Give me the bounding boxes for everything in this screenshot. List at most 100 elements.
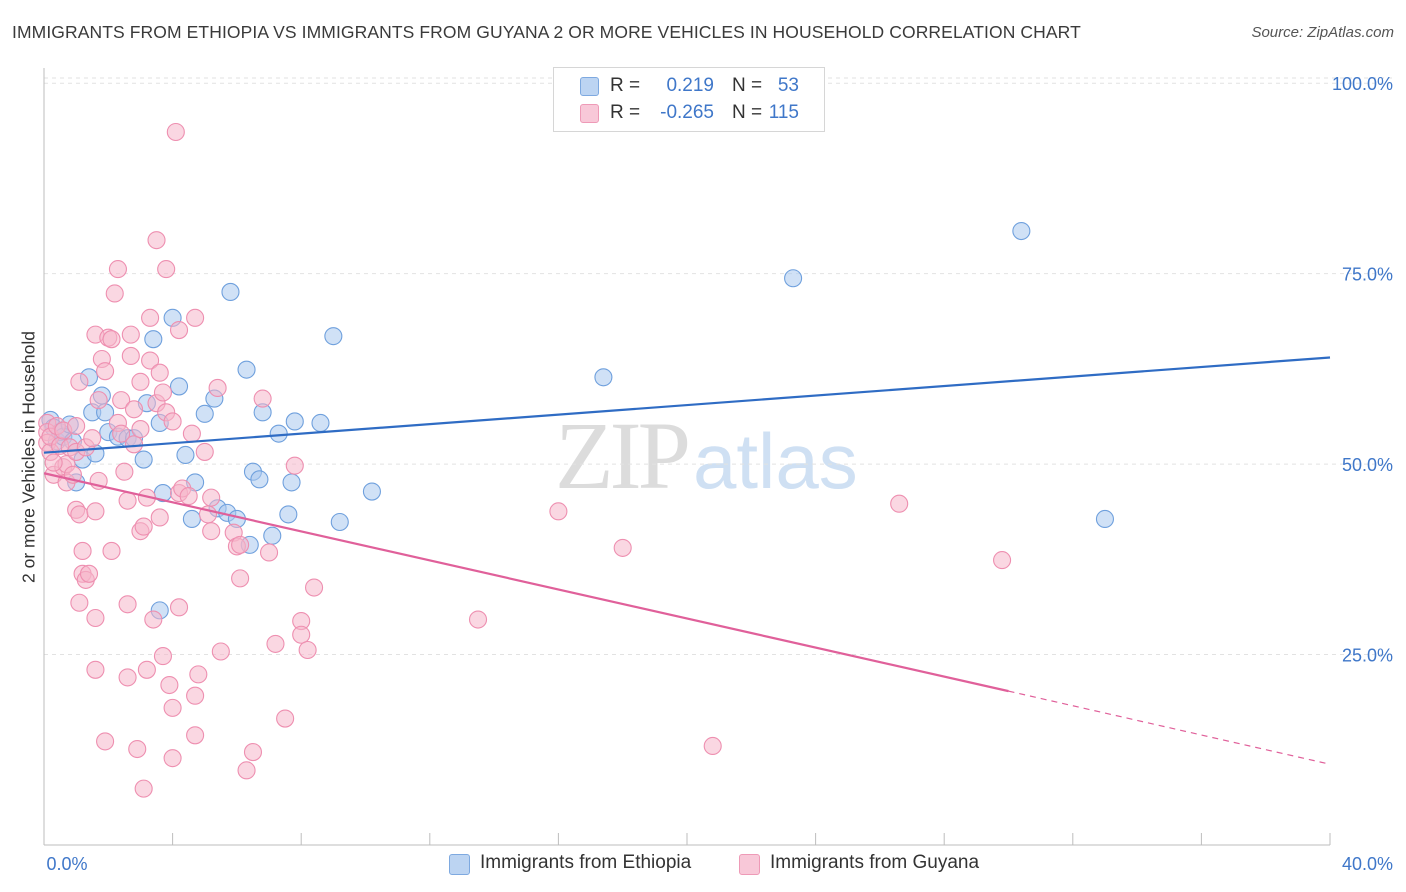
legend-n-label: N = <box>732 102 763 123</box>
ethiopia-point <box>324 327 343 346</box>
ethiopia-point <box>195 404 214 423</box>
guyana-point <box>70 505 89 524</box>
guyana-trend-line-extension <box>1008 690 1331 765</box>
guyana-point <box>182 424 201 443</box>
guyana-point <box>298 640 317 660</box>
guyana-point <box>105 284 124 303</box>
guyana-point <box>96 362 115 381</box>
guyana-point <box>147 231 166 250</box>
legend-swatch-guyana <box>739 854 760 875</box>
legend-n-value: 53 <box>777 75 799 96</box>
guyana-point <box>285 456 304 475</box>
ethiopia-point <box>269 424 288 443</box>
guyana-point <box>83 429 102 448</box>
ethiopia-point <box>263 526 282 545</box>
guyana-point <box>202 522 221 541</box>
guyana-point <box>70 372 89 391</box>
guyana-point <box>118 491 137 510</box>
guyana-point <box>131 372 150 391</box>
guyana-point <box>67 416 86 436</box>
guyana-point <box>86 502 105 521</box>
guyana-point <box>44 453 63 472</box>
guyana-point <box>86 608 105 628</box>
ethiopia-point <box>282 473 301 492</box>
legend-n-label: N = <box>732 75 763 96</box>
guyana-point <box>166 122 185 142</box>
guyana-point <box>108 260 127 279</box>
guyana-point <box>243 743 263 762</box>
guyana-point <box>169 598 189 617</box>
ethiopia-point <box>169 377 189 396</box>
ethiopia-point <box>330 512 349 532</box>
guyana-point <box>112 391 131 410</box>
guyana-point <box>549 502 568 521</box>
guyana-point <box>121 346 140 365</box>
guyana-point <box>163 412 182 431</box>
guyana-point <box>112 424 131 443</box>
guyana-point <box>79 564 99 583</box>
legend-label-guyana: Immigrants from Guyana <box>770 852 980 873</box>
guyana-point <box>124 435 144 454</box>
guyana-point <box>89 391 108 410</box>
guyana-point <box>96 732 115 751</box>
guyana-point <box>189 665 208 684</box>
y-tick-label: 25.0% <box>1342 646 1393 666</box>
legend-r-label: R = <box>610 75 641 96</box>
guyana-point <box>202 488 221 507</box>
guyana-point <box>144 610 163 629</box>
guyana-point <box>237 761 256 780</box>
x-tick-label: 40.0% <box>1342 854 1393 874</box>
guyana-point <box>150 363 169 382</box>
ethiopia-point <box>594 368 613 387</box>
ethiopia-point <box>285 412 304 431</box>
guyana-point <box>124 400 144 419</box>
ethiopia-point <box>784 269 803 288</box>
legend-r-label: R = <box>610 102 641 123</box>
guyana-point <box>266 634 285 653</box>
ethiopia-point <box>221 282 240 302</box>
y-tick-label: 50.0% <box>1342 455 1393 475</box>
guyana-point <box>186 686 205 705</box>
guyana-point <box>703 736 722 756</box>
y-tick-label: 100.0% <box>1332 74 1393 94</box>
ethiopia-point <box>237 360 256 379</box>
ethiopia-point <box>182 509 201 529</box>
ethiopia-point <box>176 445 195 465</box>
ethiopia-point <box>250 470 269 489</box>
guyana-point <box>169 320 189 340</box>
correlation-legend: R = 0.219 N = 53 R = -0.265 N = 115 <box>553 67 825 132</box>
guyana-point <box>186 726 205 745</box>
legend-label-ethiopia: Immigrants from Ethiopia <box>480 852 692 873</box>
guyana-point <box>253 389 272 408</box>
x-tick-label: 0.0% <box>46 854 87 874</box>
guyana-point <box>86 660 105 679</box>
guyana-point <box>613 538 632 557</box>
guyana-point <box>186 308 205 327</box>
guyana-point <box>141 351 160 370</box>
guyana-point <box>102 541 121 561</box>
guyana-point <box>305 578 324 597</box>
guyana-point <box>890 494 909 513</box>
ethiopia-point <box>1012 221 1031 241</box>
source-label: Source: ZipAtlas.com <box>1251 24 1394 41</box>
ethiopia-point <box>134 450 153 469</box>
watermark-atlas: atlas <box>693 417 858 505</box>
guyana-trend-line <box>43 472 1009 693</box>
guyana-point <box>134 779 153 798</box>
legend-swatch-ethiopia <box>580 77 599 96</box>
guyana-point <box>131 420 150 439</box>
y-tick-label: 75.0% <box>1342 265 1393 285</box>
guyana-point <box>292 625 311 644</box>
legend-r-value: -0.265 <box>660 102 714 123</box>
guyana-point <box>141 308 160 327</box>
guyana-point <box>179 487 198 506</box>
legend-row-guyana: R = -0.265 N = 115 <box>554 101 824 127</box>
guyana-point <box>121 325 140 344</box>
guyana-point <box>231 569 250 588</box>
guyana-point <box>128 739 147 759</box>
guyana-point <box>137 660 156 679</box>
guyana-point <box>163 698 182 717</box>
guyana-point <box>115 462 134 481</box>
series-legend: Immigrants from Ethiopia Immigrants from… <box>0 852 1406 878</box>
